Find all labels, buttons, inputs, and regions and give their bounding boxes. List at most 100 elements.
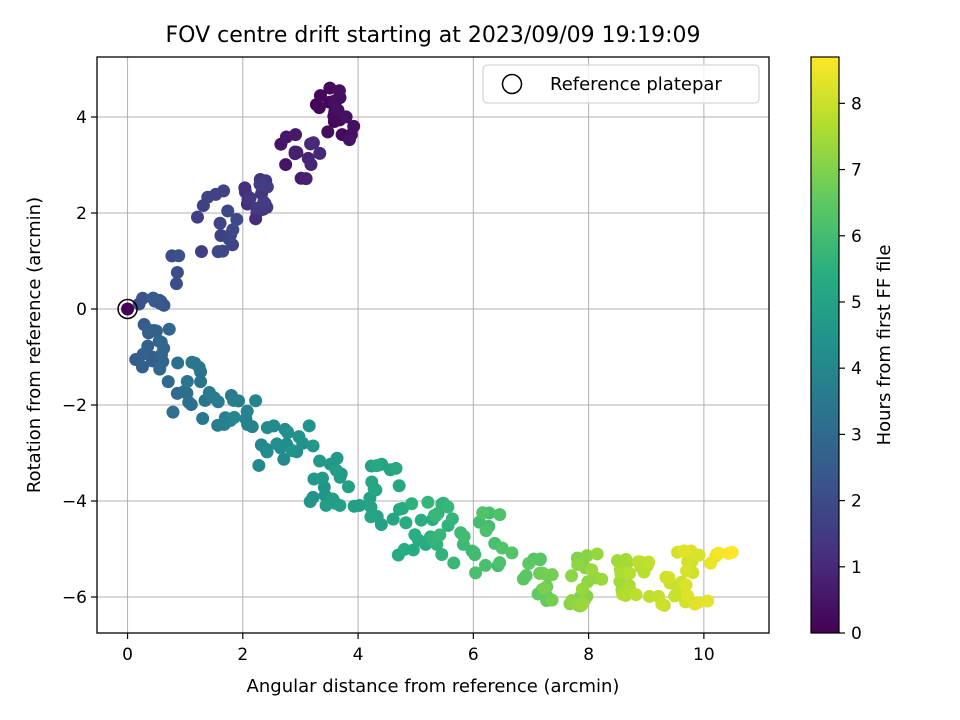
grid-lines [97,57,769,633]
data-point [445,512,459,526]
data-point [367,482,381,496]
data-point [239,412,253,426]
data-point [433,528,447,542]
colorbar-tick-label: 2 [851,492,862,512]
reference-platepar-marker [117,298,138,320]
data-point [655,597,669,611]
colorbar-tick-label: 8 [851,94,862,114]
data-point [414,513,428,527]
data-point [519,569,533,583]
data-point [631,555,645,569]
x-tick-label: 6 [468,645,479,665]
data-point [545,593,559,607]
data-point [495,541,509,555]
colorbar-tick-label: 1 [851,558,862,578]
data-point [575,598,589,612]
y-tick-label: −4 [62,492,87,512]
data-point [313,454,327,468]
data-point [679,578,693,592]
data-point [136,291,150,305]
data-point [315,471,329,485]
data-point [194,245,208,259]
data-point [435,547,449,561]
colorbar-label: Hours from first FF file [874,245,895,446]
data-point [260,445,274,459]
data-point [347,119,361,133]
data-point [533,552,547,566]
data-point [148,294,162,308]
data-point [277,452,291,466]
data-point [194,375,208,389]
data-point [302,419,316,433]
data-point [170,265,184,279]
data-point [571,557,585,571]
data-point [662,571,676,585]
data-point [330,451,344,465]
data-point [493,556,507,570]
data-point [142,323,156,337]
data-point [680,564,694,578]
x-axis-ticks: 0 2 4 6 8 10 [122,633,715,665]
y-tick-label: −2 [62,396,87,416]
x-tick-label: 10 [693,645,715,665]
colorbar [810,56,840,634]
data-point [313,89,327,103]
legend: Reference platepar [482,64,760,104]
data-points [129,81,739,613]
data-point [303,495,317,509]
data-point [333,498,347,512]
y-tick-label: 0 [76,300,87,320]
data-point [585,563,599,577]
legend-entry-reference: Reference platepar [550,74,722,95]
data-point [230,212,244,226]
data-point [243,191,257,205]
data-point [642,555,656,569]
data-point [469,566,483,580]
data-point [201,190,215,204]
data-point [135,360,149,374]
data-point [364,510,378,524]
plot-frame [96,56,770,634]
data-point-first [121,302,135,316]
data-point [285,444,299,458]
data-point [217,184,231,198]
x-tick-label: 2 [237,645,248,665]
data-point [342,133,356,147]
data-point [408,528,422,542]
data-point [341,480,355,494]
data-point [154,335,168,349]
data-point [313,146,327,160]
data-point [691,596,705,610]
data-point [535,566,549,580]
data-point [329,463,343,477]
data-point [226,223,240,237]
data-point [180,375,194,389]
data-point [299,172,313,186]
data-point [306,439,320,453]
colorbar-tick-label: 7 [851,161,862,181]
data-point [136,347,150,361]
data-point [468,548,482,562]
data-point [221,204,235,218]
data-point [642,589,656,603]
data-point [161,375,175,389]
data-point [213,216,227,230]
reference-marker-group [117,298,138,320]
data-point [182,395,196,409]
data-point [281,425,295,439]
data-point [257,195,271,209]
legend-reference-marker [501,73,523,95]
data-point [304,157,318,171]
data-point [292,430,306,444]
data-point [171,356,185,370]
y-axis-ticks: −6 −4 −2 0 2 4 [62,108,97,608]
data-point [347,499,361,513]
data-point [253,177,267,191]
x-tick-label: 4 [353,645,364,665]
data-point [590,547,604,561]
y-axis-label: Rotation from reference (arcmin) [24,197,45,493]
data-point [227,393,241,407]
data-point [370,459,384,473]
data-point [392,479,406,493]
